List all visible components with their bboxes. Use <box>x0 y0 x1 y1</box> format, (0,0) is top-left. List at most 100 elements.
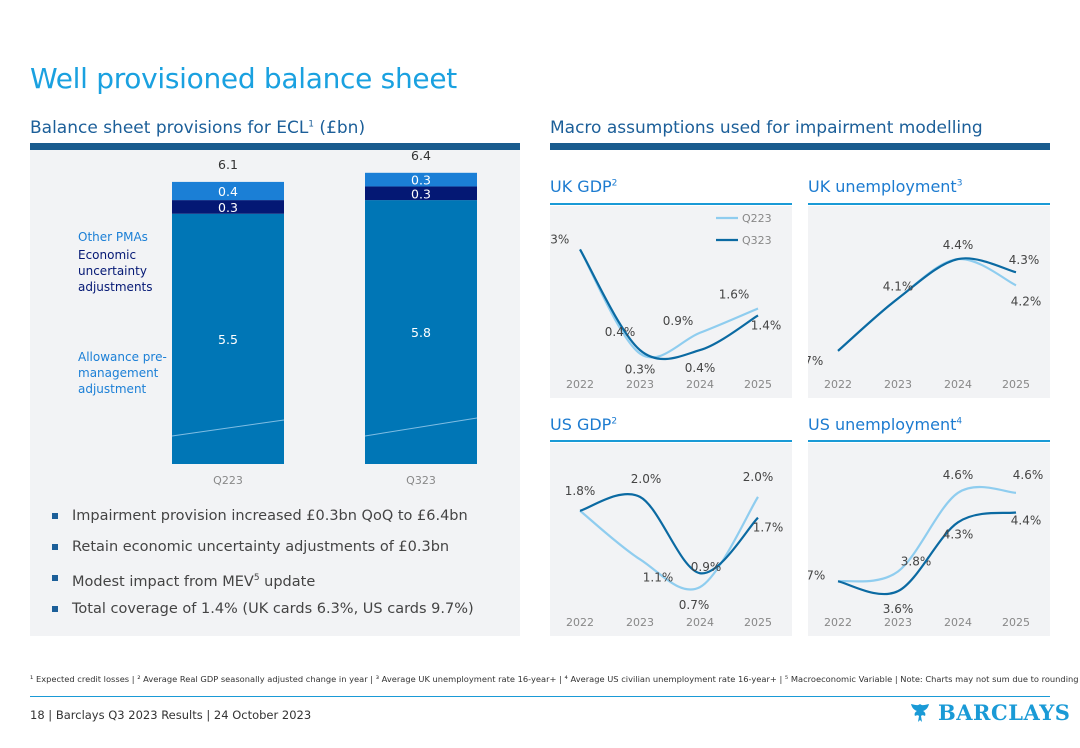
x-tick-label: 2023 <box>626 378 654 391</box>
macro-heading: Macro assumptions used for impairment mo… <box>550 118 983 138</box>
uk-unemployment-rule <box>808 203 1050 205</box>
bar-segment <box>365 200 477 464</box>
x-tick-label: 2024 <box>686 378 714 391</box>
uk-gdp-chart: 2022 2023 2024 2025 0.3% 0.9% 1.6% 3.3% 0.4% 0.4%… <box>550 206 792 398</box>
bar-value-label: 0.3 <box>411 186 431 201</box>
data-label: 2.0% <box>631 472 662 486</box>
us-gdp-title-text: US GDP <box>550 415 612 434</box>
us-unemployment-rule <box>808 440 1050 442</box>
ecl-heading-tail: (£bn) <box>314 118 366 138</box>
category-label: Q323 <box>406 474 436 487</box>
ecl-heading-text: Balance sheet provisions for ECL <box>30 118 309 138</box>
bullet-text-tail: update <box>259 573 316 590</box>
series-line-q323 <box>837 511 1017 596</box>
data-label: 1.4% <box>751 318 782 332</box>
uk-gdp-title-text: UK GDP <box>550 177 612 196</box>
x-tick-label: 2025 <box>1002 378 1030 391</box>
x-tick-label: 2023 <box>626 616 654 629</box>
bar-segment <box>172 200 284 214</box>
series-line-q223 <box>837 258 1017 352</box>
bar-segment <box>172 181 284 201</box>
bullet-text: Modest impact from MEV <box>72 573 254 590</box>
series-line-q223 <box>579 496 759 591</box>
us-unemployment-chart: 20222023202420253.7%3.8%4.6%4.6%3.6%4.3%… <box>808 443 1050 636</box>
bar-value-label: 5.5 <box>218 332 238 347</box>
data-label: 4.6% <box>943 468 974 482</box>
x-tick-label: 2023 <box>884 378 912 391</box>
data-label: 4.2% <box>1011 294 1042 308</box>
footnotes: ¹ Expected credit losses | ² Average Rea… <box>30 674 1080 684</box>
uk-gdp-title-sup: 2 <box>611 178 618 189</box>
data-label: 1.1% <box>643 570 674 584</box>
label-eua: Economic uncertainty adjustments <box>78 248 153 294</box>
label-other-pmas: Other PMAs <box>78 230 148 244</box>
bullet-item: Retain economic uncertainty adjustments … <box>52 538 474 569</box>
x-tick-label: 2022 <box>566 616 594 629</box>
bar-value-label: 5.8 <box>411 325 431 340</box>
series-line-q223 <box>579 248 759 359</box>
barclays-logo: BARCLAYS <box>908 700 1070 725</box>
bar-value-label: 0.4 <box>218 184 238 199</box>
data-label: 0.4% <box>685 361 716 375</box>
x-tick-label: 2025 <box>744 616 772 629</box>
label-allowance-box: Allowance pre-management adjustment <box>78 350 167 396</box>
data-label: 3.7% <box>808 354 823 368</box>
x-tick-label: 2022 <box>824 378 852 391</box>
uk-gdp-title: UK GDP2 <box>550 177 617 196</box>
bullet-item: Total coverage of 1.4% (UK cards 6.3%, U… <box>52 600 474 631</box>
data-label: 1.6% <box>719 287 750 301</box>
series-line-q323 <box>579 493 759 575</box>
data-label: 4.6% <box>1013 468 1044 482</box>
bullet-sup: 5 <box>253 573 260 583</box>
us-unemployment-title-text: US unemployment <box>808 415 957 434</box>
label-eua-box: Economic uncertainty adjustments <box>78 248 153 294</box>
data-label: 0.3% <box>625 363 656 377</box>
data-label: 0.4% <box>605 325 636 339</box>
x-tick-label: 2022 <box>566 378 594 391</box>
uk-unemployment-title-text: UK unemployment <box>808 177 957 196</box>
macro-heading-bar <box>550 143 1050 150</box>
us-unemployment-title-sup: 4 <box>956 416 963 427</box>
data-label: 0.9% <box>663 314 694 328</box>
category-label: Q223 <box>213 474 243 487</box>
page-info: 18 | Barclays Q3 2023 Results | 24 Octob… <box>30 708 312 722</box>
data-label: 4.3% <box>943 527 974 541</box>
us-gdp-title: US GDP2 <box>550 415 617 434</box>
x-tick-label: 2024 <box>944 378 972 391</box>
ecl-heading: Balance sheet provisions for ECL1 (£bn) <box>30 118 365 138</box>
series-line-q323 <box>579 248 759 361</box>
data-label: 1.8% <box>565 484 596 498</box>
data-label: 0.9% <box>691 560 722 574</box>
series-line-q223 <box>837 485 1017 583</box>
us-gdp-chart: 2022 2023 2024 2025 1.8% 1.1% 0.7% 2.0% 2.0% 0.9%… <box>550 443 792 636</box>
x-tick-label: 2022 <box>824 616 852 629</box>
data-label: 4.1% <box>883 279 914 293</box>
ecl-heading-sup: 1 <box>308 119 315 130</box>
key-points-list: Impairment provision increased £0.3bn Qo… <box>52 507 474 631</box>
eagle-icon <box>911 703 929 722</box>
x-tick-label: 2024 <box>686 616 714 629</box>
data-label: 3.6% <box>883 602 914 616</box>
series-line-q323 <box>837 257 1017 352</box>
x-tick-label: 2025 <box>744 378 772 391</box>
legend-label: Q223 <box>742 212 772 225</box>
bar-value-label: 0.3 <box>411 173 431 188</box>
legend-label: Q323 <box>742 234 772 247</box>
x-tick-label: 2023 <box>884 616 912 629</box>
ecl-heading-bar <box>30 143 520 150</box>
page-number: 18 <box>30 708 45 722</box>
label-allowance: Allowance pre-management adjustment <box>78 350 167 396</box>
x-tick-label: 2024 <box>944 616 972 629</box>
data-label: 3.3% <box>550 232 569 246</box>
decorative-line <box>171 417 478 437</box>
bar-segment <box>365 172 477 187</box>
bullet-item: Impairment provision increased £0.3bn Qo… <box>52 507 474 538</box>
footer-divider <box>30 696 1050 697</box>
data-label: 3.7% <box>808 568 825 582</box>
uk-gdp-rule <box>550 203 792 205</box>
deck-date: 24 October 2023 <box>213 708 312 722</box>
uk-unemployment-chart: 2022 2023 2024 2025 4.2% 3.7% 4.1% 4.4% 4.3% <box>808 206 1050 398</box>
data-label: 1.7% <box>753 521 784 535</box>
us-gdp-title-sup: 2 <box>611 416 618 427</box>
